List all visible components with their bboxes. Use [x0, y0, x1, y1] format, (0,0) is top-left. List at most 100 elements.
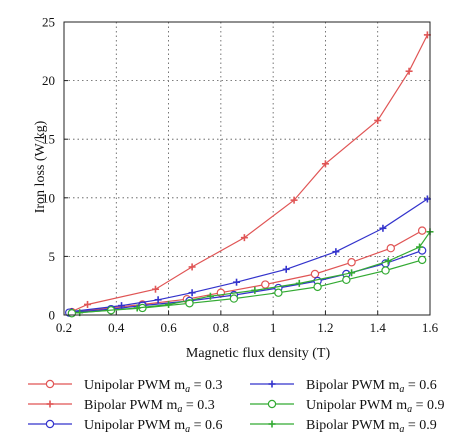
legend-label-value: = 0.6	[404, 378, 436, 393]
y-axis-label: Iron loss (W/kg)	[33, 120, 48, 213]
legend-label: Unipolar PWM ma = 0.9	[306, 398, 445, 415]
legend-item: Bipolar PWM ma = 0.6	[250, 378, 437, 395]
legend-label-subscript: a	[399, 424, 404, 435]
series-line	[71, 230, 423, 313]
data-point-plus	[416, 243, 424, 251]
x-tick-label: 0.2	[56, 320, 72, 335]
series-6	[76, 228, 434, 317]
data-point-plus	[268, 420, 276, 428]
legend-label-text: Bipolar PWM m	[306, 418, 399, 433]
data-point-circle	[261, 280, 270, 289]
series-2	[68, 31, 431, 315]
data-point-plus	[233, 278, 241, 286]
series-line	[79, 231, 431, 314]
legend-label-subscript: a	[185, 384, 190, 395]
y-tick-label: 0	[49, 308, 56, 323]
data-point-plus	[348, 269, 356, 277]
data-point-circle	[274, 288, 283, 297]
data-point-plus	[206, 292, 214, 300]
legend-label-value: = 0.6	[190, 418, 222, 433]
data-point-circle	[386, 243, 395, 253]
legend-label-subscript: a	[177, 404, 182, 415]
x-tick-label: 1	[270, 320, 277, 335]
grid-lines	[64, 22, 430, 315]
data-point-plus	[295, 279, 303, 287]
y-tick-label: 5	[49, 249, 56, 264]
legend-item: Bipolar PWM ma = 0.9	[250, 418, 437, 435]
data-point-plus	[332, 248, 340, 256]
data-point-plus	[290, 196, 298, 204]
data-point-plus	[152, 285, 159, 293]
legend-item: Unipolar PWM ma = 0.3	[28, 378, 223, 395]
legend-label-text: Bipolar PWM m	[84, 398, 177, 413]
legend-label-subscript: a	[407, 404, 412, 415]
x-tick-label: 1.4	[370, 320, 387, 335]
data-point-plus	[188, 263, 196, 271]
y-tick-label: 25	[42, 15, 55, 30]
data-point-circle	[185, 299, 194, 308]
data-point-plus	[118, 302, 126, 310]
data-point-circle	[45, 419, 55, 429]
x-tick-label: 1.6	[422, 320, 439, 335]
data-point-plus	[321, 160, 329, 168]
data-point-plus	[282, 265, 290, 273]
data-point-circle	[417, 255, 427, 265]
x-tick-label: 0.6	[160, 320, 177, 335]
data-point-plus	[240, 234, 248, 242]
data-point-circle	[342, 275, 351, 285]
legend-label-value: = 0.9	[404, 418, 436, 433]
data-point-plus	[268, 380, 276, 388]
legend-item: Unipolar PWM ma = 0.9	[250, 398, 445, 415]
axis-ticks: 0.2 0.4 0.6 0.8 1 1.2 1.4 1.6 0 5 10 15 20 25	[42, 15, 439, 336]
data-point-plus	[374, 116, 382, 124]
data-point-plus	[133, 304, 141, 312]
legend-label-subscript: a	[399, 384, 404, 395]
data-point-circle	[267, 399, 277, 409]
data-point-plus	[46, 400, 54, 408]
legend-label-value: = 0.3	[182, 398, 214, 413]
x-axis-label: Magnetic flux density (T)	[186, 346, 331, 361]
data-point-plus	[188, 289, 196, 297]
legend-label: Bipolar PWM ma = 0.3	[84, 398, 215, 415]
legend: Unipolar PWM ma = 0.3 Bipolar PWM ma = 0.…	[28, 378, 445, 435]
legend-label-text: Unipolar PWM m	[84, 418, 185, 433]
data-point-plus	[84, 300, 92, 308]
plot-frame	[63, 21, 431, 316]
y-tick-label: 20	[42, 73, 55, 88]
y-tick-label: 15	[42, 132, 55, 147]
legend-label-text: Bipolar PWM m	[306, 378, 399, 393]
data-point-circle	[381, 266, 390, 275]
x-tick-label: 1.2	[317, 320, 333, 335]
legend-label-value: = 0.9	[412, 398, 444, 413]
data-point-plus	[384, 257, 392, 265]
legend-label-subscript: a	[185, 424, 190, 435]
legend-label: Bipolar PWM ma = 0.6	[306, 378, 437, 395]
series-line	[71, 198, 428, 313]
x-tick-label: 0.4	[108, 320, 125, 335]
legend-item: Bipolar PWM ma = 0.3	[28, 398, 215, 415]
data-point-circle	[417, 226, 427, 235]
data-point-circle	[310, 269, 320, 279]
legend-label-text: Unipolar PWM m	[84, 378, 185, 393]
legend-label-text: Unipolar PWM m	[306, 398, 407, 413]
series-line	[71, 34, 428, 313]
data-point-circle	[45, 379, 55, 389]
data-point-circle	[67, 309, 77, 318]
series-layer	[65, 31, 434, 318]
data-point-circle	[229, 294, 239, 303]
data-point-plus	[251, 286, 259, 294]
data-point-circle	[313, 282, 322, 292]
legend-label: Unipolar PWM ma = 0.6	[84, 418, 223, 435]
x-tick-label: 0.8	[213, 320, 229, 335]
data-point-plus	[165, 300, 173, 308]
data-point-plus	[379, 224, 387, 232]
data-point-plus	[405, 67, 413, 75]
legend-item: Unipolar PWM ma = 0.6	[28, 418, 223, 435]
legend-label: Bipolar PWM ma = 0.9	[306, 418, 437, 435]
data-point-circle	[347, 258, 356, 267]
data-point-plus	[154, 296, 162, 304]
legend-label: Unipolar PWM ma = 0.3	[84, 378, 223, 395]
y-tick-label: 10	[42, 190, 55, 205]
legend-label-value: = 0.3	[190, 378, 222, 393]
